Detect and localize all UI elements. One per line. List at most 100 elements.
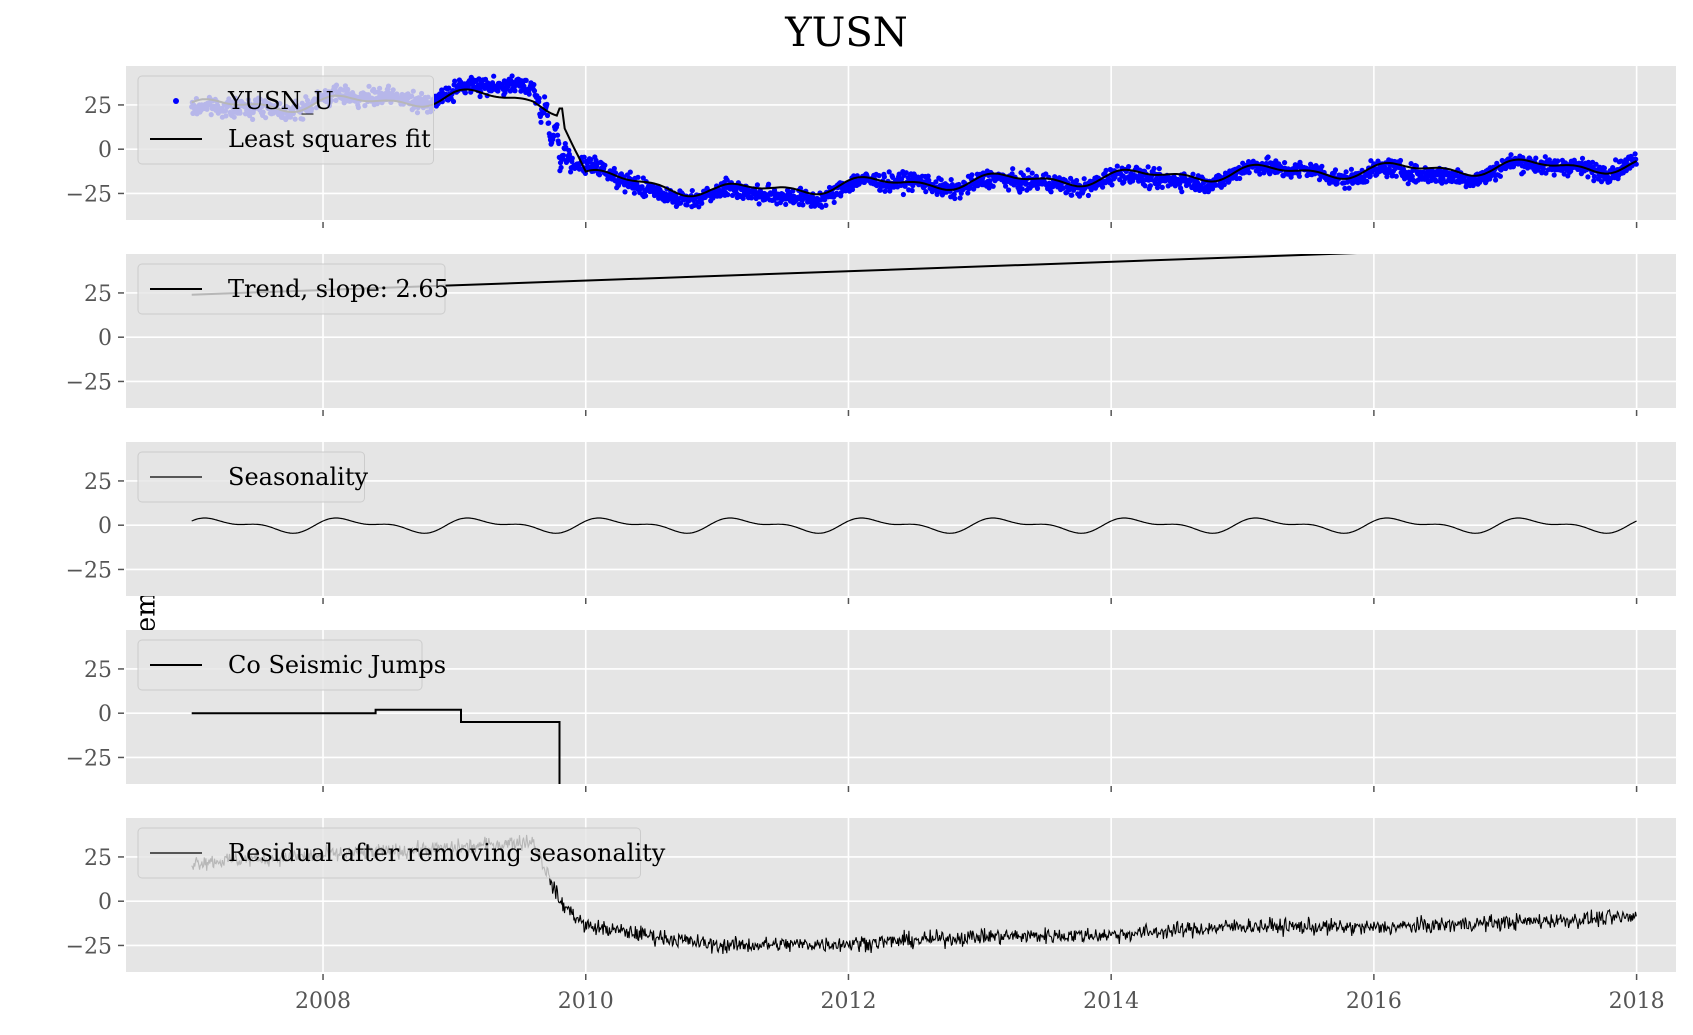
data-point [1508, 152, 1514, 158]
data-point [581, 154, 587, 160]
data-point [1025, 167, 1031, 173]
data-point [1179, 189, 1185, 195]
data-point [1009, 171, 1015, 177]
data-point [1151, 165, 1157, 172]
data-point [622, 189, 628, 195]
data-point [881, 174, 888, 180]
data-point [729, 192, 736, 198]
data-point [509, 73, 515, 79]
y-tick-label: 25 [84, 470, 112, 495]
data-point [909, 187, 915, 194]
data-point [1598, 179, 1605, 185]
data-point [556, 140, 562, 147]
data-point [1288, 174, 1294, 180]
legend-box [137, 639, 423, 691]
data-point [1542, 154, 1548, 160]
data-point [754, 182, 761, 188]
data-point [1019, 186, 1025, 192]
y-tick-label: −25 [66, 182, 112, 207]
data-point [1265, 154, 1271, 160]
data-point [1346, 185, 1352, 191]
data-point [1109, 182, 1115, 188]
data-point [766, 181, 772, 187]
data-point [1319, 163, 1325, 169]
data-point [1081, 176, 1087, 182]
x-tick-label: 2014 [1083, 989, 1139, 1014]
data-point [1257, 171, 1263, 177]
data-point [495, 88, 501, 94]
data-point [1006, 187, 1012, 193]
data-point [1117, 177, 1123, 183]
data-point [1497, 173, 1503, 179]
data-point [1085, 192, 1091, 199]
x-tick-label: 2010 [558, 989, 614, 1014]
data-point [819, 204, 825, 210]
data-point [1593, 161, 1599, 167]
data-point [588, 156, 594, 163]
data-point [1221, 182, 1227, 188]
data-point [890, 174, 896, 180]
data-point [882, 188, 888, 194]
data-point [1493, 177, 1499, 183]
data-point [1147, 183, 1153, 189]
data-point [965, 190, 971, 196]
data-point [631, 190, 638, 196]
legend-box [137, 75, 434, 165]
plot-area [126, 442, 1676, 596]
jump-line [191, 708, 561, 784]
y-tick-label: 25 [84, 94, 112, 119]
data-point [558, 164, 564, 171]
data-point [1632, 151, 1638, 157]
data-point [951, 191, 957, 197]
data-point [1439, 180, 1445, 186]
data-point [450, 98, 457, 105]
y-tick-label: 0 [98, 326, 112, 351]
panel-5: 25 0 −25 Residual after removing seasonalit… [66, 818, 1676, 1014]
y-tick-label: 0 [98, 514, 112, 539]
data-point [969, 172, 975, 178]
data-point [1367, 173, 1373, 179]
data-point [544, 112, 551, 119]
data-point [643, 193, 649, 199]
y-tick-label: 0 [98, 702, 112, 727]
x-tick-label: 2016 [1346, 989, 1402, 1014]
data-point [1246, 170, 1252, 176]
seasonality-line [191, 517, 1637, 534]
data-point [1159, 184, 1165, 190]
data-point [1591, 178, 1597, 184]
data-point [526, 91, 532, 97]
data-point [1190, 171, 1196, 177]
data-point [635, 174, 641, 180]
data-point [1263, 160, 1269, 167]
data-point [900, 191, 907, 198]
data-point [1282, 160, 1288, 166]
data-point [596, 172, 603, 178]
y-tick-label: −25 [66, 934, 112, 959]
x-tick-label: 2012 [820, 989, 876, 1014]
data-point [1142, 183, 1148, 189]
legend-label: Seasonality [228, 463, 368, 491]
data-point [1364, 178, 1370, 184]
legend-label: YUSN_U [227, 87, 334, 115]
data-point [1393, 173, 1399, 179]
data-point [1397, 157, 1404, 164]
data-point [1069, 192, 1075, 198]
data-point [1010, 166, 1016, 172]
data-point [491, 73, 497, 79]
data-point [569, 155, 575, 161]
data-point [1533, 155, 1539, 161]
data-point [627, 169, 633, 175]
data-point [541, 110, 547, 116]
data-point [546, 120, 552, 126]
data-point [625, 184, 632, 190]
data-point [611, 165, 617, 172]
data-point [639, 184, 645, 190]
data-point [925, 173, 931, 179]
data-point [1585, 174, 1591, 180]
series-layer [191, 708, 561, 784]
x-tick-label: 2008 [295, 989, 351, 1014]
data-point [1048, 189, 1054, 195]
data-point [948, 177, 954, 183]
y-tick-label: 25 [84, 282, 112, 307]
data-point [1343, 169, 1349, 175]
